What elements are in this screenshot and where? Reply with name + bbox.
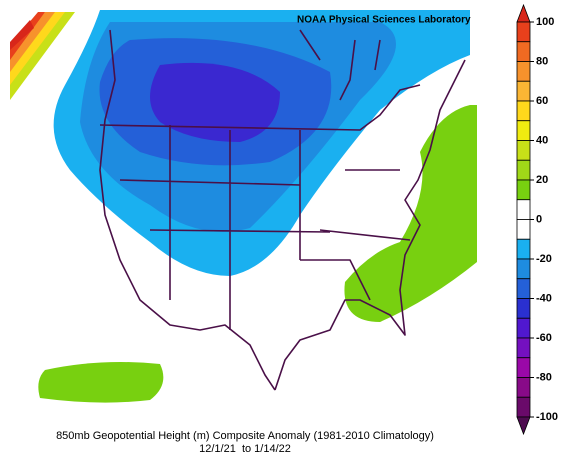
map: NOAA Physical Sciences Laboratory [10, 10, 477, 405]
anomaly-shade [10, 12, 75, 100]
colorbar-segment [516, 219, 531, 240]
tick-label: -100 [536, 411, 558, 423]
colorbar-segment [516, 61, 531, 82]
colorbar-segment [516, 120, 531, 141]
colorbar-segment [516, 21, 531, 43]
colorbar-segment [516, 140, 531, 161]
state-borders [99, 84, 421, 330]
colorbar-segment [516, 377, 531, 398]
colorbar-segment [516, 199, 531, 220]
colorbar-segment [516, 298, 531, 319]
lab-name: NOAA Physical Sciences Laboratory [297, 15, 471, 26]
anomaly-shade [10, 12, 65, 85]
anomaly-shade [10, 12, 55, 72]
colorbar-end [516, 3, 531, 23]
colorbar-segment [516, 179, 531, 201]
anomaly-shade [344, 105, 477, 322]
colorbar-segment [516, 238, 531, 260]
tick-label: 60 [536, 95, 548, 107]
colorbar-segment [516, 100, 531, 122]
colorbar-segment [516, 317, 531, 339]
coastline [99, 29, 466, 391]
tick-label: 20 [536, 174, 548, 186]
tick-label: -80 [536, 371, 552, 383]
tick-label: 0 [536, 213, 542, 225]
colorbar-segment [516, 396, 531, 418]
colorbar-end [516, 416, 531, 436]
tick-label: 100 [536, 16, 554, 28]
lake-outlines [299, 29, 381, 101]
caption-title: 850mb Geopotential Height (m) Composite … [56, 430, 434, 442]
tick-label: -20 [536, 253, 552, 265]
colorbar-segment [516, 357, 531, 378]
colorbar-segment [516, 278, 531, 299]
colorbar-segment [516, 159, 531, 181]
tick-label: 80 [536, 55, 548, 67]
tick-label: 40 [536, 134, 548, 146]
colorbar-segment [516, 258, 531, 280]
colorbar: 100 80 60 40 20 0 -20 -40 -60 -80 -100 [516, 3, 558, 436]
caption-dates: 12/1/21 to 1/14/22 [199, 443, 291, 455]
anomaly-shade [150, 62, 280, 142]
anomaly-shade [38, 362, 164, 403]
colorbar-segment [516, 41, 531, 62]
tick-label: -40 [536, 292, 552, 304]
colorbar-segment [516, 337, 531, 359]
anomaly-shade [10, 12, 45, 60]
anomaly-shade [10, 20, 34, 50]
colorbar-segment [516, 80, 531, 102]
tick-label: -60 [536, 332, 552, 344]
